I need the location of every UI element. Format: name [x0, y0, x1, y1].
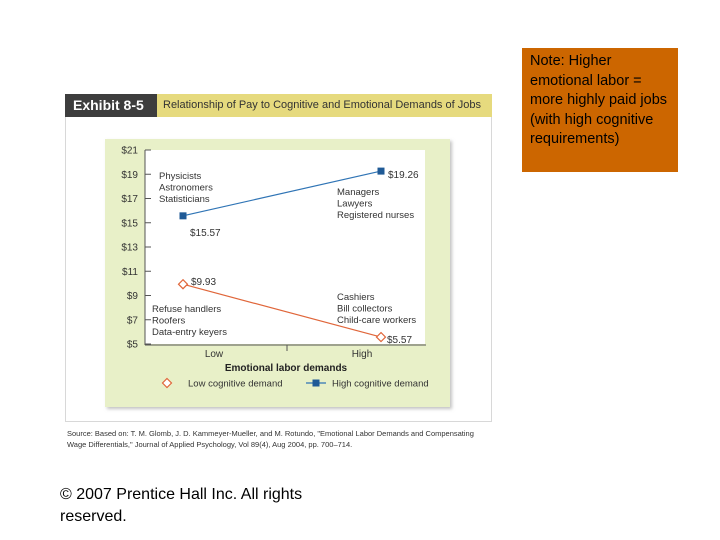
series-line [182, 170, 382, 217]
data-value-label: $9.93 [191, 277, 216, 288]
data-value-label: $5.57 [387, 335, 412, 346]
job-label: Managers [337, 187, 379, 198]
data-point-square [377, 167, 385, 175]
x-tick-label: Low [205, 349, 224, 360]
source-citation: Source: Based on: T. M. Glomb, J. D. Kam… [67, 429, 474, 449]
copyright-notice: © 2007 Prentice Hall Inc. All rights res… [60, 486, 303, 525]
legend-marker-diamond [161, 377, 173, 389]
job-label: Cashiers [337, 292, 375, 303]
y-tick-label: $21 [121, 146, 138, 157]
job-label: Physicists [159, 171, 201, 182]
exhibit-number: Exhibit 8-5 [65, 94, 157, 117]
job-label: Registered nurses [337, 210, 414, 221]
job-label: Bill collectors [337, 304, 393, 315]
y-tick-label: $9 [127, 291, 139, 302]
y-tick-label: $7 [127, 315, 139, 326]
exhibit-frame-bottom [65, 421, 492, 422]
y-tick-label: $17 [121, 194, 138, 205]
job-label: Child-care workers [337, 315, 416, 326]
job-label: Astronomers [159, 183, 213, 194]
x-tick-label: High [352, 349, 373, 360]
y-tick-label: $15 [121, 218, 138, 229]
y-tick-label: $11 [122, 267, 138, 278]
exhibit-header-bar [65, 94, 492, 117]
note-box: Note: Higher emotional labor = more high… [522, 48, 678, 172]
data-point-square [179, 212, 187, 220]
legend-label: High cognitive demand [332, 379, 429, 390]
y-tick-label: $19 [121, 170, 138, 181]
job-label: Data-entry keyers [152, 327, 227, 338]
job-label: Lawyers [337, 199, 373, 210]
exhibit-panel: Exhibit 8-5 Relationship of Pay to Cogni… [65, 94, 493, 424]
job-label: Refuse handlers [152, 304, 221, 315]
exhibit-frame-left [65, 117, 66, 422]
data-value-label: $19.26 [388, 170, 419, 181]
y-tick-label: $13 [121, 243, 138, 254]
job-label: Roofers [152, 316, 186, 327]
legend-label: Low cognitive demand [188, 379, 283, 390]
data-point-diamond [375, 331, 387, 343]
x-axis-title: Emotional labor demands [225, 363, 348, 374]
series-line [182, 283, 382, 338]
y-tick-label: $5 [127, 340, 139, 351]
data-point-diamond [177, 278, 189, 290]
legend-marker-square [312, 379, 320, 387]
data-value-label: $15.57 [190, 228, 221, 239]
job-label: Statisticians [159, 194, 210, 205]
exhibit-title: Relationship of Pay to Cognitive and Emo… [163, 99, 481, 111]
exhibit-frame-right [491, 117, 492, 422]
